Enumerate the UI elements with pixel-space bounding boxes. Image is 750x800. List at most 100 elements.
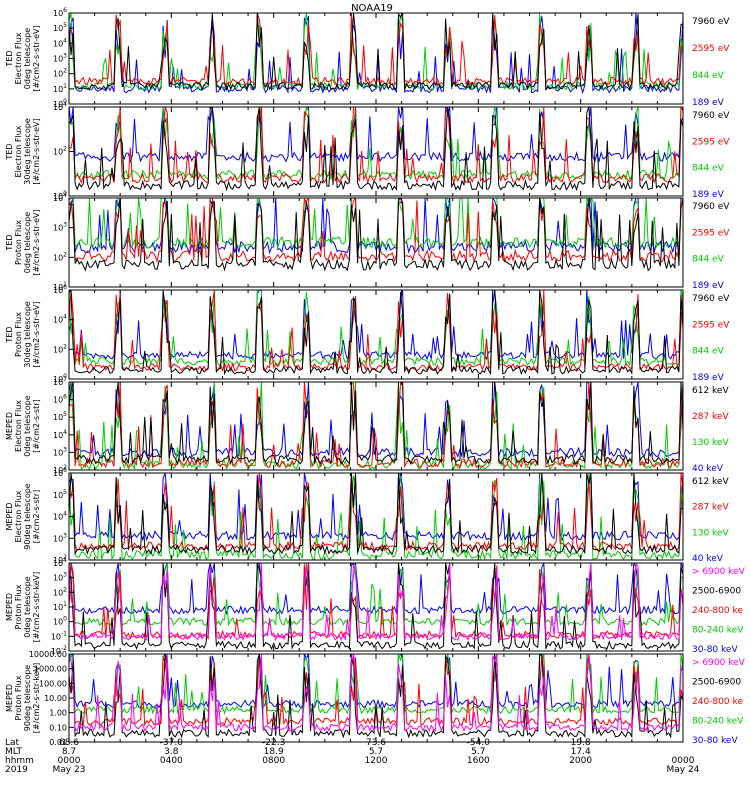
series-cff0000 bbox=[69, 654, 683, 728]
y-axis-label: 90deg telescope bbox=[23, 665, 32, 732]
y-axis-label: TED bbox=[5, 143, 14, 160]
x-tick-label: -22.3 bbox=[262, 738, 285, 748]
x-tick-label: 0000 bbox=[672, 756, 695, 766]
y-tick-label: 100 bbox=[53, 98, 67, 109]
y-axis-label: TED bbox=[5, 234, 14, 251]
y-axis-label: [#/cm2-s-str-eV] bbox=[32, 25, 41, 91]
y-tick-label: 107 bbox=[53, 376, 67, 387]
legend-entry: 2595 eV bbox=[692, 137, 730, 147]
y-tick-label: 100 bbox=[53, 616, 67, 627]
y-axis-label: [#/cm2-s-str-eV] bbox=[32, 118, 41, 184]
legend-entry: 844 eV bbox=[692, 255, 725, 265]
panel-series bbox=[69, 13, 683, 95]
panel-series bbox=[69, 290, 683, 376]
panel-meped-e-0: 102 103 104 105 106 107 MEPED Electron Flux 0deg… bbox=[5, 376, 729, 475]
y-tick-label: 106 bbox=[53, 7, 67, 18]
y-tick-label: 102 bbox=[53, 251, 67, 262]
y-tick-label: 100.00 bbox=[39, 679, 67, 688]
legend-entry: 80-240 keV bbox=[692, 717, 744, 727]
y-axis-label: [#/cm2-s-str-eV] bbox=[32, 301, 41, 367]
series-c000000 bbox=[69, 198, 683, 272]
y-tick-label: 101 bbox=[53, 83, 67, 94]
legend-entry: 189 eV bbox=[692, 373, 725, 383]
series-cff0000 bbox=[69, 382, 683, 469]
legend-entry: 189 eV bbox=[692, 98, 725, 108]
x-tick-label: 2000 bbox=[569, 756, 592, 766]
y-tick-label: 1000.00 bbox=[34, 665, 67, 674]
legend-entry: 844 eV bbox=[692, 347, 725, 357]
legend-entry: 30-80 keV bbox=[692, 736, 738, 746]
y-tick-label: 102 bbox=[53, 146, 67, 157]
x-tick-label: -54.0 bbox=[467, 738, 491, 748]
x-tick-label: 1600 bbox=[467, 756, 490, 766]
x-row-label: MLT bbox=[5, 747, 23, 757]
x-row-label: 2019 bbox=[5, 765, 28, 775]
panel-series bbox=[69, 198, 683, 272]
y-axis-label: Proton Flux bbox=[14, 584, 23, 629]
legend-entry: 2500-6900 bbox=[692, 678, 741, 688]
series-c00cc00 bbox=[69, 198, 683, 250]
x-row-label: hhmm bbox=[5, 756, 34, 766]
y-tick-label: 104 bbox=[53, 37, 67, 48]
series-c000000 bbox=[69, 382, 683, 466]
panel-series bbox=[69, 473, 683, 560]
panel-series bbox=[69, 382, 683, 470]
legend-entry: 30-80 keV bbox=[692, 645, 738, 655]
legend-entry: 2595 eV bbox=[692, 320, 730, 330]
legend-entry: 7960 eV bbox=[692, 111, 730, 121]
y-axis-label: 0deg telescope bbox=[23, 576, 32, 637]
x-tick-label: 5.7 bbox=[471, 747, 485, 757]
x-tick-label: 0400 bbox=[160, 756, 183, 766]
series-c0000ff bbox=[69, 198, 683, 255]
y-axis-label: TED bbox=[5, 326, 14, 343]
panel-series bbox=[69, 107, 683, 192]
y-tick-label: 10-1 bbox=[51, 630, 67, 641]
y-tick-label: 103 bbox=[53, 222, 67, 233]
series-c0000ff bbox=[69, 563, 683, 616]
x-tick-label: May 23 bbox=[53, 765, 86, 775]
x-tick-label: 17.4 bbox=[571, 747, 591, 757]
legend-entry: 40 keV bbox=[692, 554, 724, 564]
y-axis-label: Electron Flux bbox=[14, 400, 23, 452]
y-axis-label: 30deg telescope bbox=[23, 118, 32, 185]
y-tick-label: 104 bbox=[53, 101, 67, 112]
y-tick-label: 105 bbox=[53, 489, 67, 500]
y-tick-label: 106 bbox=[53, 284, 67, 295]
y-axis-label: TED bbox=[5, 50, 14, 67]
legend-entry: 287 keV bbox=[692, 412, 729, 422]
x-tick-label: 0800 bbox=[262, 756, 285, 766]
y-tick-label: 10000.00 bbox=[29, 650, 67, 659]
y-tick-label: 100 bbox=[53, 373, 67, 384]
legend-entry: 130 keV bbox=[692, 528, 729, 538]
y-tick-label: 105 bbox=[53, 411, 67, 422]
panel-meped-p-0: 10-2 10-1 100 101 102 103 104 MEPED Proton Flux 0… bbox=[5, 557, 746, 656]
y-tick-label: 104 bbox=[53, 314, 67, 325]
legend-entry: 7960 eV bbox=[692, 202, 730, 212]
x-row-label: Lat bbox=[5, 738, 20, 748]
y-axis-label: [#/cm2-s-str] bbox=[32, 490, 41, 543]
x-tick-label: 0000 bbox=[58, 756, 81, 766]
y-axis-label: Proton Flux bbox=[14, 675, 23, 720]
y-axis-label: Electron Flux bbox=[14, 125, 23, 177]
y-tick-label: 102 bbox=[53, 586, 67, 597]
y-axis-label: Electron Flux bbox=[14, 32, 23, 84]
y-axis-label: 0deg telescope bbox=[23, 28, 32, 89]
y-axis-label: 90deg telescope bbox=[23, 483, 32, 550]
legend-entry: 2595 eV bbox=[692, 44, 730, 54]
legend-entry: 2500-6900 bbox=[692, 587, 741, 597]
panel-ted-e-30: 100 102 104 TED Electron Flux 30deg telescope… bbox=[5, 101, 730, 201]
legend-entry: 612 keV bbox=[692, 386, 729, 396]
panel-series bbox=[69, 563, 683, 651]
x-tick-label: 19.8 bbox=[571, 738, 591, 748]
y-tick-label: 102 bbox=[53, 464, 67, 475]
legend-entry: 189 eV bbox=[692, 190, 725, 200]
panel-ted-e-0: 100 101 102 103 104 105 106 TED Electron Flux 0de… bbox=[5, 7, 730, 109]
y-axis-label: 30deg telescope bbox=[23, 301, 32, 368]
y-tick-label: 0.01 bbox=[49, 738, 67, 747]
panel-ted-p-0: 101 102 103 104 TED Proton Flux 0deg telescope… bbox=[5, 192, 730, 292]
series-c000000 bbox=[69, 473, 683, 556]
x-tick-label: 3.8 bbox=[164, 747, 179, 757]
x-tick-label: 73.6 bbox=[366, 738, 386, 748]
